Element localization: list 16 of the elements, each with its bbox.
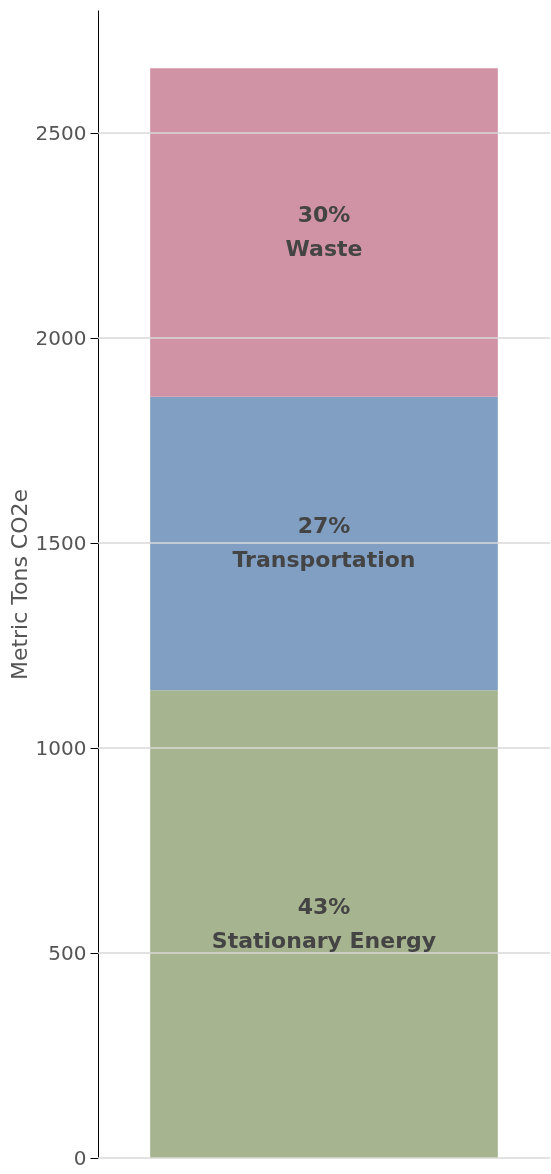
series-label: Stationary Energy [211, 928, 437, 954]
y-tick-label: 2000 [35, 325, 87, 350]
series-label: Waste [285, 236, 363, 262]
y-tick-label: 1500 [35, 530, 87, 555]
annotation: 27% [297, 513, 351, 539]
y-tick-label: 1000 [35, 735, 87, 760]
annotation: 43% [297, 894, 351, 920]
annotation: 30% [297, 202, 351, 228]
y-tick-label: 0 [73, 1145, 87, 1170]
bar [150, 690, 498, 1158]
bar [150, 68, 498, 397]
y-axis-title: Metric Tons CO2e [6, 488, 32, 681]
series-label: Transportation [232, 547, 416, 573]
y-tick-label: 500 [48, 940, 87, 965]
y-tick-label: 2500 [35, 120, 87, 145]
bar [150, 396, 498, 691]
